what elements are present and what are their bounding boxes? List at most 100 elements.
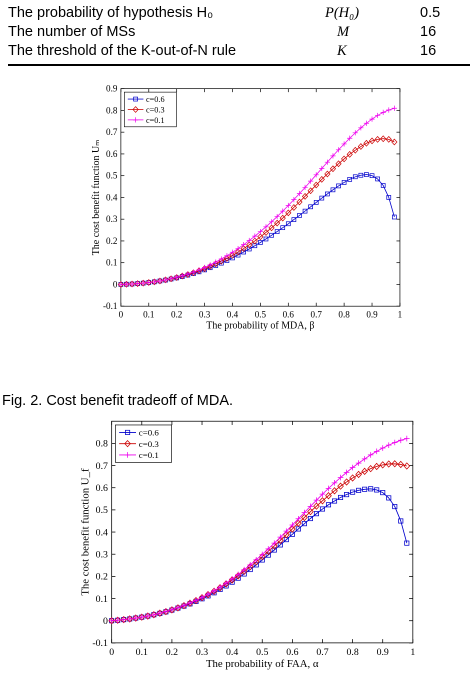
- param-label: The threshold of the K-out-of-N rule: [8, 43, 237, 59]
- x-tick-label: 0.9: [366, 309, 378, 319]
- data-point: [337, 474, 344, 481]
- data-point: [391, 105, 397, 111]
- data-point: [235, 248, 242, 256]
- data-point: [391, 460, 399, 468]
- data-point: [295, 515, 302, 522]
- legend-label: c=0.1: [139, 450, 159, 460]
- data-point: [132, 615, 139, 621]
- data-point: [218, 256, 224, 262]
- param-value: 0.5: [420, 5, 441, 21]
- y-tick-label: 0.1: [106, 258, 117, 268]
- x-tick-label: 0.2: [166, 647, 178, 658]
- y-tick-label: 0.2: [106, 236, 118, 246]
- data-point: [235, 245, 241, 252]
- data-point: [257, 233, 264, 241]
- param-label: The number of MSs: [8, 24, 136, 40]
- data-point: [246, 246, 252, 252]
- data-point: [114, 617, 121, 624]
- legend-marker: [133, 96, 138, 102]
- data-point: [332, 498, 338, 504]
- data-point: [358, 125, 364, 131]
- data-point: [144, 612, 152, 620]
- data-point: [302, 208, 308, 214]
- data-point: [253, 562, 259, 568]
- table-row: The probability of hypothesis H₀ P(H₀) 0…: [0, 5, 474, 25]
- data-point: [335, 160, 342, 168]
- data-point: [274, 213, 280, 220]
- data-point: [385, 135, 392, 143]
- data-point: [168, 275, 174, 282]
- x-tick-label: 0: [119, 309, 124, 319]
- data-point: [268, 224, 275, 232]
- y-tick-label: 0: [113, 279, 118, 289]
- series-c=0.1: [108, 435, 410, 624]
- data-point: [313, 511, 319, 517]
- series-line: [111, 488, 408, 622]
- legend-marker: [125, 429, 131, 435]
- y-tick-label: 0.4: [106, 192, 118, 202]
- legend-marker: [124, 440, 131, 448]
- data-point: [138, 614, 145, 620]
- data-point: [341, 141, 347, 147]
- data-point: [217, 584, 223, 590]
- data-point: [163, 608, 169, 615]
- data-point: [346, 150, 353, 158]
- data-point: [404, 540, 410, 546]
- data-point: [352, 130, 358, 136]
- legend-label: c=0.6: [146, 95, 165, 104]
- data-point: [391, 138, 398, 146]
- data-point: [241, 249, 246, 255]
- data-point: [337, 482, 344, 490]
- data-point: [363, 120, 370, 126]
- data-point: [253, 556, 260, 563]
- data-point: [123, 280, 130, 288]
- data-point: [210, 587, 218, 595]
- data-point: [174, 274, 180, 280]
- data-point: [280, 208, 286, 214]
- y-tick-label: 0.9: [106, 84, 118, 94]
- data-point: [398, 518, 404, 524]
- data-point: [190, 269, 197, 275]
- data-point: [325, 191, 330, 197]
- data-point: [319, 195, 325, 201]
- data-point: [179, 273, 185, 279]
- series-line: [120, 174, 395, 285]
- data-point: [193, 597, 199, 604]
- data-point: [258, 240, 263, 245]
- data-point: [108, 617, 115, 625]
- data-point: [274, 219, 281, 227]
- data-point: [156, 277, 164, 285]
- data-point: [369, 173, 375, 179]
- data-point: [117, 281, 124, 288]
- y-tick-label: 0: [103, 616, 108, 627]
- x-tick-label: 0.5: [256, 647, 268, 658]
- data-point: [157, 278, 163, 284]
- data-point: [211, 587, 217, 594]
- data-point: [263, 236, 269, 242]
- data-point: [285, 209, 292, 217]
- param-symbol: K: [337, 43, 347, 59]
- param-label: The probability of hypothesis H₀: [8, 5, 214, 21]
- data-point: [374, 487, 380, 493]
- data-point: [259, 551, 266, 558]
- data-point: [120, 615, 128, 624]
- data-point: [252, 233, 258, 239]
- data-point: [341, 180, 347, 185]
- data-point: [356, 487, 362, 493]
- data-point: [283, 531, 290, 539]
- legend-marker: [124, 452, 131, 458]
- data-point: [151, 278, 158, 286]
- data-point: [289, 522, 296, 528]
- data-point: [368, 486, 374, 492]
- data-point: [229, 249, 236, 255]
- data-point: [120, 616, 127, 623]
- data-point: [380, 135, 387, 143]
- data-point: [386, 195, 392, 200]
- data-point: [331, 480, 338, 486]
- data-point: [347, 177, 353, 182]
- data-point: [362, 486, 368, 492]
- series-c=0.1: [118, 105, 397, 288]
- data-point: [357, 143, 364, 150]
- y-tick-label: 0.8: [96, 439, 108, 450]
- data-point: [301, 192, 309, 200]
